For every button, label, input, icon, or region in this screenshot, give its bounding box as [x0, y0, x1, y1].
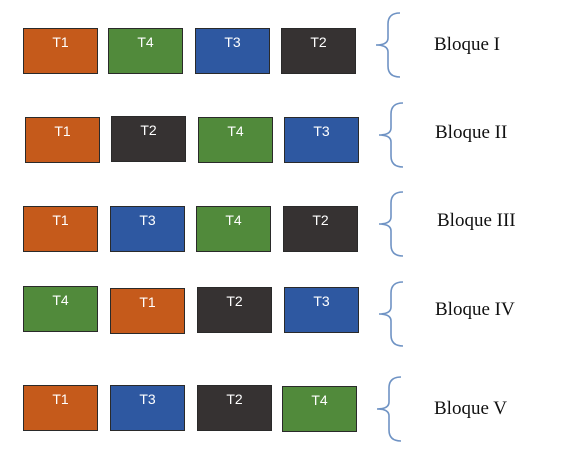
block-label: Bloque II — [435, 122, 508, 143]
treatment-cell: T3 — [110, 206, 185, 252]
curly-brace — [375, 12, 401, 78]
treatment-cell: T4 — [108, 28, 183, 74]
block-label: Bloque V — [434, 398, 508, 419]
treatment-cell: T2 — [283, 206, 358, 252]
treatment-cell: T4 — [198, 117, 273, 163]
treatment-cell: T4 — [282, 386, 357, 432]
treatment-cell: T1 — [25, 117, 100, 163]
treatment-cell: T1 — [23, 28, 98, 74]
block-label: Bloque IV — [435, 299, 515, 320]
treatment-cell: T3 — [195, 28, 270, 74]
treatment-cell: T1 — [23, 206, 98, 252]
treatment-cell: T2 — [197, 287, 272, 333]
treatment-cell: T2 — [281, 28, 356, 74]
block-label: Bloque I — [434, 34, 500, 55]
treatment-cell: T4 — [196, 206, 271, 252]
treatment-cell: T2 — [197, 385, 272, 431]
curly-brace — [376, 376, 402, 442]
treatment-cell: T1 — [23, 385, 98, 431]
curly-brace — [378, 281, 404, 347]
curly-brace — [378, 191, 404, 257]
treatment-cell: T3 — [284, 117, 359, 163]
treatment-cell: T4 — [23, 286, 98, 332]
treatment-cell: T1 — [110, 288, 185, 334]
treatment-cell: T2 — [111, 116, 186, 162]
treatment-cell: T3 — [284, 287, 359, 333]
curly-brace — [378, 102, 404, 168]
block-label: Bloque III — [437, 210, 516, 231]
treatment-cell: T3 — [110, 385, 185, 431]
